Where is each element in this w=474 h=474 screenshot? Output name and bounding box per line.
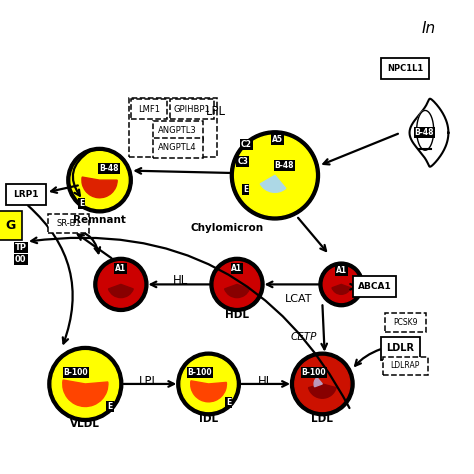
Text: B-100: B-100: [188, 368, 212, 376]
Text: CETP: CETP: [290, 331, 317, 342]
FancyBboxPatch shape: [353, 276, 396, 297]
Text: PCSK9: PCSK9: [393, 318, 418, 327]
Text: HDL: HDL: [225, 310, 249, 320]
Polygon shape: [410, 99, 448, 167]
Text: E: E: [226, 399, 231, 407]
Text: A1: A1: [115, 264, 127, 273]
Text: LMF1: LMF1: [138, 105, 160, 113]
Text: ANGPTL3: ANGPTL3: [158, 126, 197, 135]
Text: ANGPTL4: ANGPTL4: [158, 144, 197, 152]
Text: A1: A1: [231, 264, 243, 273]
Circle shape: [48, 346, 123, 421]
Circle shape: [67, 147, 132, 213]
FancyBboxPatch shape: [153, 121, 203, 140]
Text: A1: A1: [336, 266, 347, 274]
FancyBboxPatch shape: [0, 210, 22, 240]
Circle shape: [214, 262, 260, 307]
Wedge shape: [63, 380, 108, 407]
Circle shape: [230, 131, 319, 220]
Wedge shape: [109, 284, 133, 298]
Text: LPL: LPL: [206, 105, 226, 118]
Circle shape: [210, 257, 264, 311]
Text: SR-B1: SR-B1: [56, 219, 81, 228]
Text: LCAT: LCAT: [285, 293, 312, 304]
Wedge shape: [309, 384, 336, 398]
Circle shape: [291, 352, 354, 416]
FancyBboxPatch shape: [381, 58, 429, 79]
Text: B-48: B-48: [414, 128, 434, 137]
Wedge shape: [260, 175, 286, 192]
Text: TP: TP: [15, 243, 27, 252]
FancyBboxPatch shape: [6, 184, 46, 205]
Circle shape: [323, 266, 359, 302]
Circle shape: [177, 352, 240, 416]
Text: NPC1L1: NPC1L1: [387, 64, 423, 73]
Text: A5: A5: [272, 136, 283, 144]
Text: HL: HL: [173, 274, 188, 287]
Circle shape: [98, 262, 144, 307]
Text: 00: 00: [15, 255, 27, 264]
Text: Chylomicron: Chylomicron: [191, 222, 264, 233]
Wedge shape: [82, 177, 117, 198]
Text: E: E: [79, 200, 84, 208]
FancyBboxPatch shape: [381, 337, 419, 360]
Text: B-48: B-48: [274, 162, 294, 170]
Text: ABCA1: ABCA1: [357, 283, 392, 291]
Text: IDL: IDL: [199, 414, 218, 425]
Text: GPIHBP1: GPIHBP1: [173, 105, 210, 113]
Text: E: E: [107, 402, 113, 411]
Text: VLDL: VLDL: [70, 419, 100, 429]
Text: LDLR: LDLR: [386, 343, 415, 354]
Text: LRP1: LRP1: [13, 190, 39, 199]
Wedge shape: [191, 381, 227, 402]
Circle shape: [52, 351, 118, 417]
Text: C3: C3: [237, 157, 248, 165]
FancyBboxPatch shape: [48, 214, 89, 233]
FancyBboxPatch shape: [385, 313, 426, 332]
Text: E: E: [243, 185, 248, 194]
Circle shape: [319, 262, 364, 307]
Text: Remnant: Remnant: [73, 215, 126, 226]
Circle shape: [181, 356, 236, 411]
Circle shape: [235, 135, 315, 216]
FancyBboxPatch shape: [131, 99, 167, 118]
FancyBboxPatch shape: [383, 356, 428, 375]
Text: B-48: B-48: [99, 164, 119, 173]
Text: B-100: B-100: [301, 368, 326, 376]
Text: LDL: LDL: [311, 414, 333, 425]
Circle shape: [94, 257, 148, 311]
Text: B-100: B-100: [64, 368, 88, 376]
Circle shape: [71, 152, 128, 209]
FancyBboxPatch shape: [153, 138, 203, 158]
Text: LPL: LPL: [139, 375, 159, 388]
Text: HL: HL: [258, 375, 273, 388]
Wedge shape: [332, 284, 351, 294]
Wedge shape: [225, 284, 249, 298]
Circle shape: [295, 356, 350, 411]
Text: In: In: [422, 21, 436, 36]
Polygon shape: [417, 110, 434, 150]
Text: G: G: [5, 219, 16, 232]
Text: C2: C2: [241, 140, 252, 149]
Wedge shape: [314, 378, 322, 387]
FancyBboxPatch shape: [171, 99, 213, 118]
Text: LDLRAP: LDLRAP: [391, 362, 420, 370]
